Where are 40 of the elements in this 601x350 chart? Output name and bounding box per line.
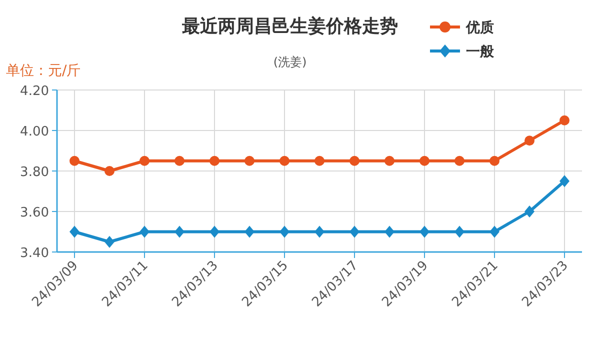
legend-label: 一般 (466, 44, 495, 60)
point (384, 156, 394, 166)
point (314, 226, 324, 238)
point (420, 226, 430, 238)
point (524, 136, 534, 146)
point (280, 226, 290, 238)
point (70, 156, 80, 166)
point (524, 206, 534, 218)
y-tick-label: 3.40 (20, 246, 49, 261)
point (314, 156, 324, 166)
y-tick-label: 4.20 (20, 84, 49, 99)
y-tick-label: 3.60 (20, 206, 49, 220)
y-tick-label: 4.00 (20, 124, 49, 140)
point (70, 226, 80, 238)
point (210, 226, 220, 238)
point (560, 175, 570, 188)
chart-subtitle: (洗姜) (273, 55, 307, 69)
y-axis-title: 单位：元/斤 (6, 63, 81, 79)
point (210, 156, 220, 166)
point (490, 226, 500, 238)
point (350, 226, 360, 238)
point (454, 226, 464, 238)
point (420, 156, 430, 166)
point (174, 226, 184, 238)
point (244, 226, 254, 238)
chart-title: 最近两周昌邑生姜价格走势 (181, 15, 398, 37)
point (104, 236, 114, 248)
point (140, 156, 150, 166)
point (140, 226, 150, 238)
point (104, 166, 114, 176)
point (454, 156, 464, 166)
point (560, 115, 570, 126)
y-tick-label: 3.80 (20, 165, 49, 180)
point (350, 156, 360, 166)
point (490, 156, 500, 166)
point (384, 226, 394, 238)
point (174, 156, 184, 166)
point (280, 156, 290, 166)
point (244, 156, 254, 166)
legend-label: 优质 (465, 19, 494, 36)
